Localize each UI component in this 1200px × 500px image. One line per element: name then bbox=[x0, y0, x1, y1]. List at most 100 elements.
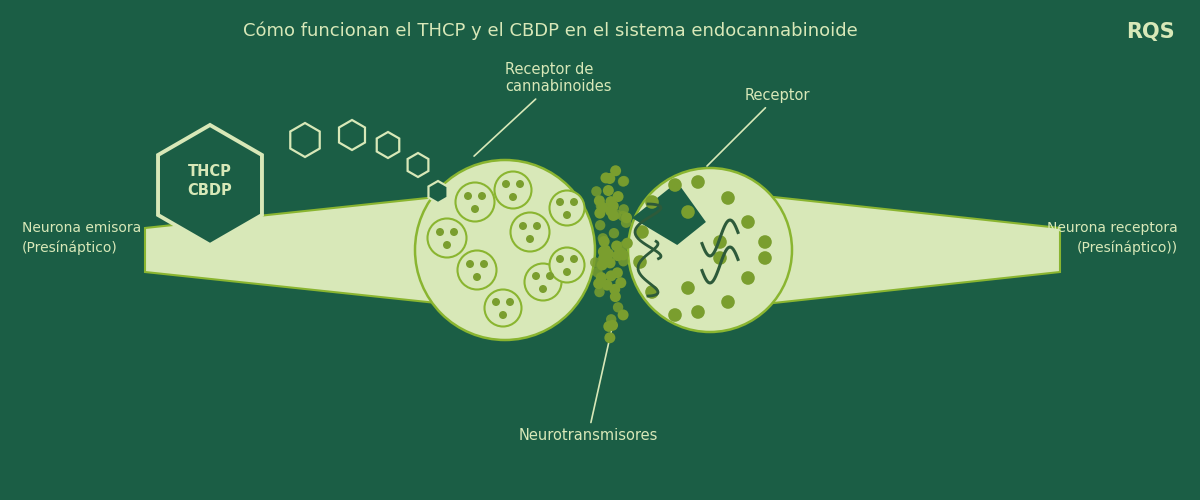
Polygon shape bbox=[428, 181, 448, 203]
Circle shape bbox=[478, 192, 486, 200]
Circle shape bbox=[634, 255, 647, 269]
Circle shape bbox=[601, 280, 612, 290]
Circle shape bbox=[682, 281, 695, 295]
Circle shape bbox=[480, 260, 488, 268]
Circle shape bbox=[509, 193, 517, 201]
Circle shape bbox=[611, 240, 622, 252]
Circle shape bbox=[600, 172, 612, 184]
Circle shape bbox=[590, 257, 600, 268]
Circle shape bbox=[556, 255, 564, 263]
Circle shape bbox=[594, 195, 605, 206]
Circle shape bbox=[610, 166, 622, 176]
Circle shape bbox=[610, 291, 620, 302]
Circle shape bbox=[622, 212, 632, 224]
Circle shape bbox=[612, 268, 623, 278]
Circle shape bbox=[604, 248, 614, 260]
Circle shape bbox=[599, 236, 610, 247]
Circle shape bbox=[595, 272, 607, 283]
Circle shape bbox=[510, 212, 550, 252]
Circle shape bbox=[619, 176, 629, 186]
Circle shape bbox=[450, 228, 458, 236]
Circle shape bbox=[598, 253, 610, 264]
Circle shape bbox=[592, 186, 601, 196]
Text: Cómo funcionan el THCP y el CBDP en el sistema endocannabinoide: Cómo funcionan el THCP y el CBDP en el s… bbox=[242, 22, 857, 40]
Circle shape bbox=[618, 204, 629, 214]
Circle shape bbox=[614, 247, 625, 258]
Circle shape bbox=[605, 205, 616, 216]
Circle shape bbox=[618, 256, 629, 266]
Circle shape bbox=[520, 222, 527, 230]
Circle shape bbox=[616, 277, 626, 288]
Circle shape bbox=[457, 250, 497, 290]
Circle shape bbox=[618, 250, 629, 260]
Circle shape bbox=[713, 235, 727, 249]
Circle shape bbox=[595, 220, 605, 230]
Polygon shape bbox=[755, 195, 1060, 305]
Circle shape bbox=[612, 191, 624, 202]
Circle shape bbox=[628, 168, 792, 332]
Circle shape bbox=[550, 248, 584, 282]
Circle shape bbox=[533, 222, 541, 230]
Circle shape bbox=[556, 198, 564, 206]
Circle shape bbox=[499, 311, 508, 319]
Circle shape bbox=[466, 260, 474, 268]
Circle shape bbox=[415, 160, 595, 340]
Circle shape bbox=[524, 264, 562, 300]
Circle shape bbox=[546, 272, 554, 280]
Circle shape bbox=[606, 202, 617, 212]
Circle shape bbox=[492, 298, 500, 306]
Circle shape bbox=[604, 321, 614, 332]
Circle shape bbox=[594, 287, 605, 298]
Circle shape bbox=[605, 173, 616, 184]
Circle shape bbox=[595, 201, 606, 211]
Text: Neurona emisora
(Presínáptico): Neurona emisora (Presínáptico) bbox=[22, 221, 142, 255]
Circle shape bbox=[596, 260, 607, 270]
Circle shape bbox=[646, 285, 659, 299]
Polygon shape bbox=[158, 125, 262, 245]
Circle shape bbox=[618, 211, 628, 222]
Polygon shape bbox=[340, 120, 365, 150]
Circle shape bbox=[570, 255, 578, 263]
Circle shape bbox=[618, 176, 629, 186]
Circle shape bbox=[502, 180, 510, 188]
Circle shape bbox=[598, 233, 608, 243]
Circle shape bbox=[758, 235, 772, 249]
Text: THCP
CBDP: THCP CBDP bbox=[187, 164, 233, 198]
Circle shape bbox=[606, 270, 617, 281]
Polygon shape bbox=[408, 153, 428, 177]
Text: Receptor de
cannabinoides: Receptor de cannabinoides bbox=[474, 62, 612, 156]
Circle shape bbox=[611, 209, 622, 220]
Circle shape bbox=[550, 190, 584, 226]
Circle shape bbox=[427, 218, 467, 258]
Circle shape bbox=[539, 285, 547, 293]
Circle shape bbox=[598, 246, 608, 257]
Circle shape bbox=[607, 210, 619, 221]
Circle shape bbox=[610, 284, 620, 295]
Circle shape bbox=[436, 228, 444, 236]
Circle shape bbox=[494, 172, 532, 208]
Circle shape bbox=[532, 272, 540, 280]
Text: RQS: RQS bbox=[1127, 22, 1175, 42]
Circle shape bbox=[622, 238, 632, 248]
Circle shape bbox=[691, 175, 704, 189]
Text: Receptor: Receptor bbox=[707, 88, 810, 166]
Polygon shape bbox=[632, 182, 706, 245]
Circle shape bbox=[600, 248, 610, 259]
Circle shape bbox=[618, 242, 628, 252]
Circle shape bbox=[563, 268, 571, 276]
Polygon shape bbox=[145, 195, 456, 305]
Circle shape bbox=[691, 305, 704, 319]
Circle shape bbox=[593, 267, 602, 278]
Circle shape bbox=[563, 211, 571, 219]
Circle shape bbox=[594, 208, 605, 218]
Circle shape bbox=[506, 298, 514, 306]
Circle shape bbox=[526, 235, 534, 243]
Circle shape bbox=[605, 332, 616, 343]
Circle shape bbox=[606, 206, 617, 217]
Circle shape bbox=[516, 180, 524, 188]
Circle shape bbox=[605, 258, 616, 268]
Circle shape bbox=[605, 196, 617, 207]
Circle shape bbox=[668, 178, 682, 192]
Circle shape bbox=[646, 195, 659, 209]
Circle shape bbox=[620, 218, 631, 228]
